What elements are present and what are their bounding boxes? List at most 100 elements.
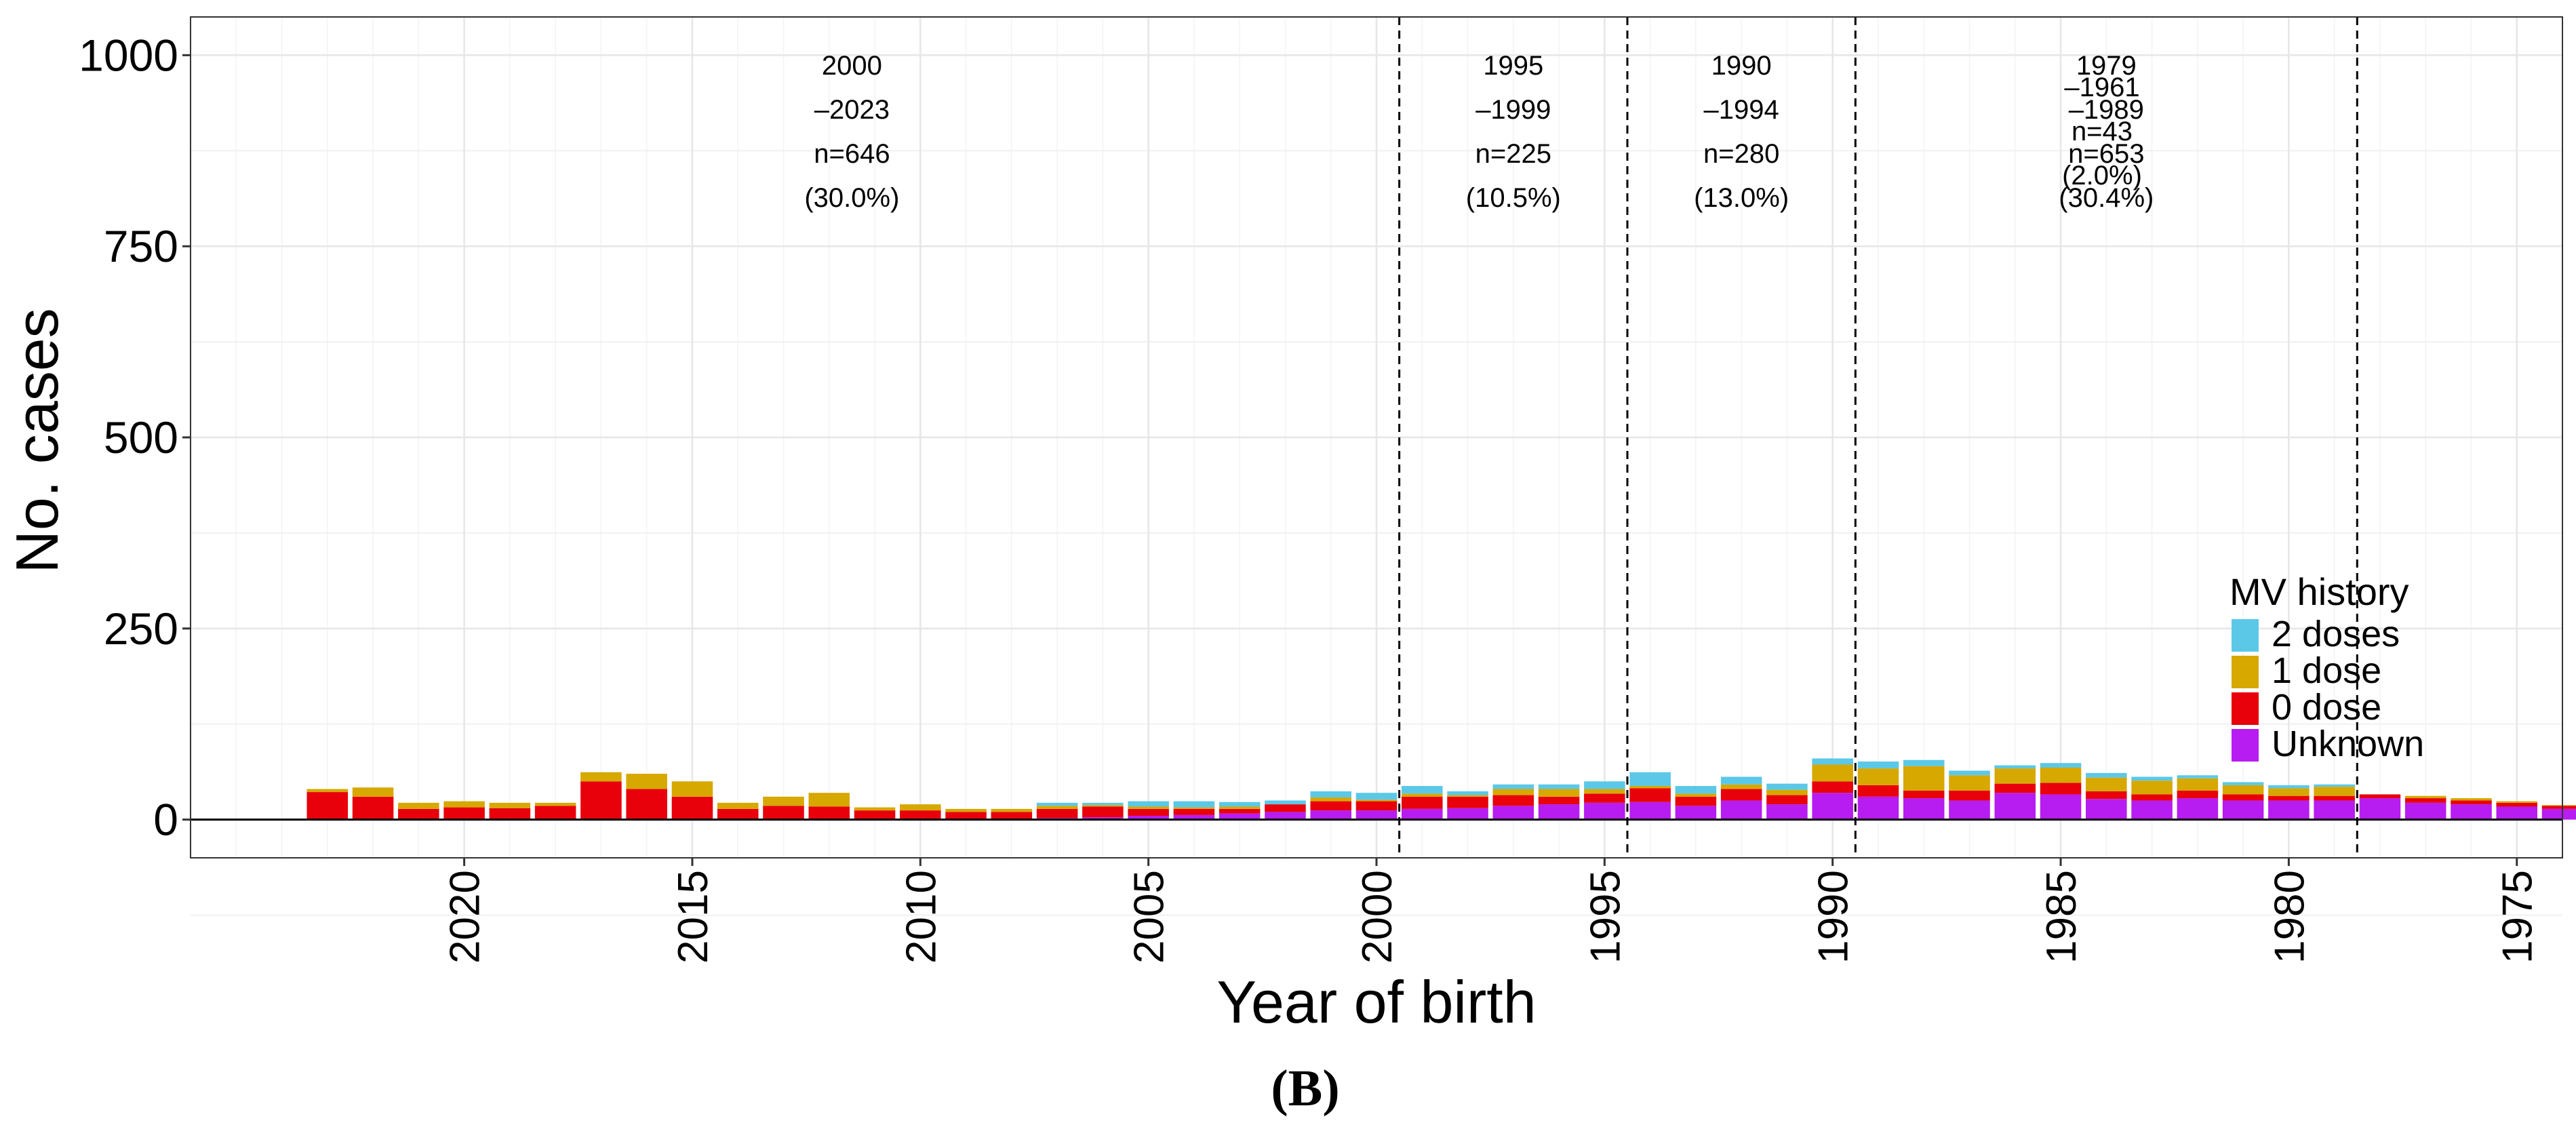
bar-0-dose-1980 (2268, 795, 2310, 801)
cohort-label-line: 2000 (822, 51, 882, 81)
bar-unknown-1980 (2268, 800, 2310, 820)
bar-unknown-1983 (2131, 800, 2173, 820)
x-tick-label: 1985 (2038, 870, 2085, 964)
bar-0-dose-1996 (1538, 796, 1580, 805)
bar-unknown-1975 (2496, 806, 2538, 820)
bar-1-dose-2019 (489, 802, 531, 808)
bar-unknown-1977 (2404, 802, 2446, 820)
bar-0-dose-2007 (1036, 808, 1078, 818)
bar-1-dose-2020 (443, 801, 485, 808)
bar-0-dose-1983 (2131, 794, 2173, 801)
legend-label: Unknown (2272, 724, 2424, 764)
bar-1-dose-2022 (352, 787, 394, 797)
bar-unknown-1991 (1766, 804, 1808, 820)
bar-2-doses-2000 (1355, 793, 1398, 800)
bar-0-dose-2013 (763, 806, 804, 820)
bars (306, 758, 2576, 820)
x-tick-label: 2020 (442, 870, 489, 964)
cohort-label-line: n=646 (814, 139, 890, 169)
bar-0-dose-1992 (1720, 789, 1762, 801)
bar-1-dose-1985 (2040, 767, 2082, 783)
bar-2-doses-1997 (1492, 784, 1534, 789)
bar-2-doses-2001 (1310, 791, 1352, 797)
legend-label: 1 dose (2272, 650, 2381, 691)
bar-1-dose-2007 (1036, 806, 1078, 809)
bar-0-dose-2006 (1082, 806, 1124, 818)
bar-2-doses-1994 (1629, 772, 1671, 787)
bar-unknown-1995 (1584, 802, 1625, 820)
y-tick-label: 1000 (79, 30, 178, 80)
bar-0-dose-1999 (1401, 796, 1443, 809)
bar-0-dose-1986 (1994, 783, 2036, 793)
bar-0-dose-2009 (945, 812, 987, 820)
bar-1-dose-2015 (671, 781, 713, 797)
bar-0-dose-2012 (808, 806, 850, 820)
legend-label: 0 dose (2272, 687, 2381, 728)
bar-0-dose-1974 (2541, 806, 2576, 809)
bar-1-dose-2000 (1355, 800, 1398, 802)
bar-0-dose-2020 (443, 807, 485, 820)
x-tick-label: 1995 (1582, 870, 1629, 964)
bar-2-doses-1995 (1584, 781, 1625, 789)
x-tick-label: 1990 (1810, 870, 1857, 964)
cohort-label-line: 1979 (2076, 51, 2137, 81)
bar-unknown-1996 (1538, 804, 1580, 820)
x-axis-title: Year of birth (1216, 968, 1536, 1035)
bar-0-dose-1984 (2086, 791, 2127, 800)
cohort-label-line: n=280 (1703, 139, 1779, 169)
bar-2-doses-1991 (1766, 783, 1808, 790)
bar-1-dose-1988 (1903, 766, 1945, 791)
bar-unknown-1978 (2359, 798, 2401, 820)
bar-1-dose-1999 (1401, 793, 1443, 797)
cohort-label-line: (30.0%) (804, 183, 899, 213)
y-tick-label: 250 (104, 604, 178, 654)
bar-1-dose-1997 (1492, 789, 1534, 795)
bar-1-dose-1987 (1949, 775, 1990, 791)
bar-unknown-1988 (1903, 798, 1945, 820)
bar-1-dose-1981 (2222, 785, 2264, 795)
bar-0-dose-1994 (1629, 788, 1671, 802)
cohort-label-line: n=43 (2072, 117, 2133, 146)
bar-1-dose-1989 (1857, 768, 1899, 785)
bar-1-dose-1994 (1629, 786, 1671, 789)
bar-unknown-1997 (1492, 806, 1534, 820)
legend-swatch-1-dose (2232, 656, 2259, 688)
bar-2-doses-1986 (1994, 765, 2036, 769)
bar-unknown-1998 (1447, 808, 1488, 820)
bar-2-doses-2005 (1128, 801, 1169, 807)
bar-unknown-1985 (2040, 794, 2082, 820)
bar-0-dose-1979 (2314, 795, 2355, 801)
bar-0-dose-2010 (900, 810, 941, 820)
bar-2-doses-1985 (2040, 763, 2082, 768)
y-tick-label: 750 (104, 221, 178, 271)
bar-unknown-2001 (1310, 810, 1352, 820)
bar-0-dose-1981 (2222, 794, 2264, 801)
bar-0-dose-2008 (991, 812, 1033, 820)
y-axis-title: No. cases (3, 308, 71, 573)
bar-1-dose-1980 (2268, 788, 2310, 796)
bar-0-dose-2015 (671, 796, 713, 820)
bar-2-doses-2004 (1173, 801, 1215, 808)
x-tick-label: 2010 (898, 870, 945, 964)
bar-1-dose-1998 (1447, 795, 1488, 797)
bar-unknown-2002 (1265, 812, 1306, 820)
bar-2-doses-1989 (1857, 761, 1899, 769)
bar-unknown-1982 (2177, 798, 2219, 820)
bar-1-dose-1996 (1538, 789, 1580, 797)
bar-1-dose-2005 (1128, 806, 1169, 809)
bar-2-doses-2002 (1265, 800, 1306, 805)
bar-0-dose-2019 (489, 808, 531, 820)
cohort-label-line: (13.0%) (1694, 183, 1789, 213)
bar-1-dose-1993 (1675, 793, 1717, 797)
bar-unknown-2006 (1082, 817, 1124, 820)
bar-2-doses-2007 (1036, 802, 1078, 806)
bar-0-dose-2021 (398, 808, 439, 820)
bar-2-doses-1992 (1720, 776, 1762, 785)
cohort-label-line: –1961 (2064, 73, 2139, 102)
x-tick-label: 1980 (2266, 870, 2313, 964)
bar-1-dose-2006 (1082, 805, 1124, 807)
bar-unknown-1989 (1857, 796, 1899, 820)
bar-0-dose-1997 (1492, 795, 1534, 806)
bar-2-doses-1993 (1675, 786, 1717, 794)
